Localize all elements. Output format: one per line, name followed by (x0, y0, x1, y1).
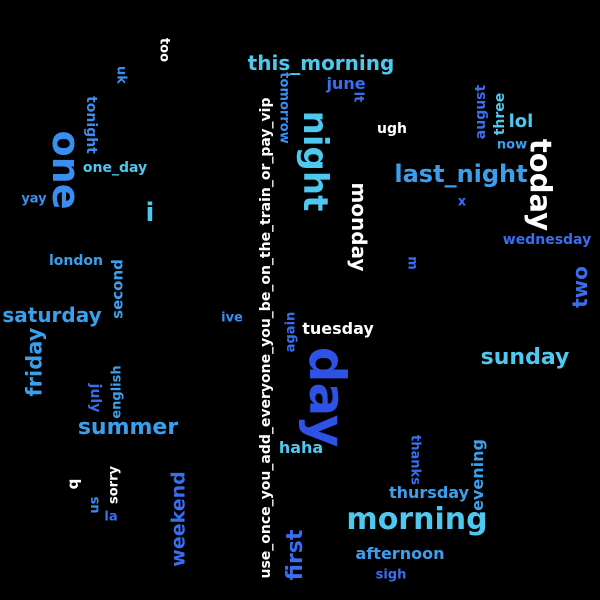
word-tomorrow: tomorrow (276, 72, 292, 144)
word-b: b (65, 478, 84, 490)
word-this-morning: this_morning (247, 51, 395, 75)
word-second: second (108, 259, 127, 319)
word-tonight: tonight (83, 96, 99, 154)
word-yay: yay (21, 191, 47, 207)
word-i: i (145, 198, 155, 228)
word-friday: friday (22, 327, 47, 397)
word-morning: morning (346, 502, 488, 537)
word-uk: uk (113, 66, 129, 84)
word-saturday: saturday (2, 303, 102, 327)
word-thanks: thanks (407, 435, 423, 485)
word-june: june (326, 74, 366, 93)
word-night: night (295, 110, 335, 212)
word-one: one (44, 130, 88, 210)
word-two: two (568, 266, 592, 308)
word-one-day: one_day (82, 160, 148, 176)
word-day: day (298, 346, 356, 448)
word-last-night: last_night (394, 160, 528, 188)
word-sorry: sorry (106, 466, 122, 504)
word-three: three (492, 92, 508, 136)
word-evening: evening (468, 439, 487, 511)
word-english: english (109, 365, 125, 419)
word-us: us (87, 496, 103, 514)
word-again: again (283, 311, 299, 353)
word-m: m (404, 256, 420, 270)
word-weekend: weekend (167, 471, 190, 567)
word-thursday: thursday (388, 483, 470, 502)
word-ive: ive (221, 310, 243, 326)
word-x: x (457, 194, 467, 210)
word-haha: haha (278, 438, 324, 457)
word-afternoon: afternoon (355, 544, 445, 563)
word-too: too (156, 37, 172, 63)
word-tuesday: tuesday (302, 319, 374, 338)
word-summer: summer (77, 415, 179, 440)
word-lol: lol (508, 111, 534, 132)
word-lt: lt (350, 91, 366, 103)
word-london: london (49, 253, 103, 269)
word-wednesday: wednesday (502, 232, 592, 248)
word-la: la (104, 509, 118, 525)
word-ugh: ugh (377, 121, 407, 137)
word-sigh: sigh (375, 567, 407, 583)
word-first: first (283, 529, 308, 581)
word-july: july (87, 383, 103, 413)
word-august: august (473, 84, 489, 140)
word-monday: monday (347, 182, 371, 272)
word-sunday: sunday (480, 345, 570, 370)
word-today: today (523, 138, 558, 232)
word-use-once-vip: use_once_you_add_everyone_you_be_on_the_… (258, 97, 274, 579)
word-now: now (496, 137, 528, 153)
